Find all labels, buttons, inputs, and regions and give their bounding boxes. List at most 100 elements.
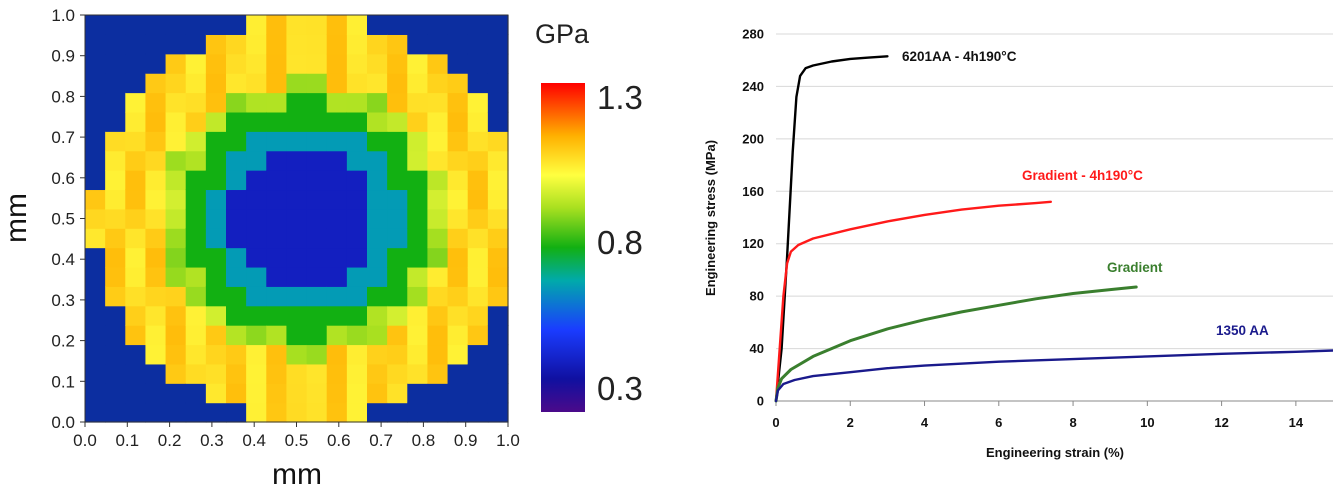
- heatmap-cell: [387, 325, 408, 346]
- heatmap-cell: [467, 383, 489, 404]
- heatmap-cell: [286, 228, 308, 249]
- heatmap-cell: [226, 53, 247, 74]
- heatmap-cell: [326, 15, 348, 35]
- heatmap-cell: [467, 286, 489, 307]
- heatmap-cell: [407, 228, 429, 249]
- heatmap-cell: [205, 34, 227, 55]
- heatmap-cell: [346, 150, 368, 171]
- heatmap-cell: [367, 73, 388, 94]
- heatmap-cell: [286, 208, 308, 229]
- heatmap-cell: [246, 402, 267, 423]
- heatmap-cell: [205, 15, 227, 35]
- tensile-curves-chart: 0 2 4 6 8 10 12 14 0 40 80 120 160 200 240 280 6201AA …: [703, 27, 1333, 460]
- heatmap-cell: [286, 92, 308, 113]
- heatmap-cell: [326, 286, 348, 307]
- heatmap-cell: [105, 73, 126, 94]
- heatmap-cell: [246, 53, 267, 74]
- heatmap-cell: [266, 325, 288, 346]
- colorbar-gradient: [541, 83, 585, 412]
- heatmap-cell: [286, 363, 308, 384]
- heatmap-cell: [487, 402, 509, 423]
- series-label-1350aa: 1350 AA: [1216, 323, 1269, 338]
- heatmap-cell: [85, 131, 106, 152]
- heatmap-cell: [226, 150, 247, 171]
- heatmap-cell: [367, 247, 388, 268]
- heatmap-cell: [165, 325, 187, 346]
- heatmap-cell: [427, 73, 449, 94]
- heatmap-cell: [286, 189, 308, 210]
- heatmap-cell: [165, 266, 187, 287]
- heatmap-cell: [427, 383, 449, 404]
- heatmap-cell: [427, 189, 449, 210]
- heatmap-cell: [286, 53, 308, 74]
- heatmap-cell: [205, 189, 227, 210]
- heatmap-y-tick-label: 0.5: [51, 210, 75, 229]
- heatmap-cell: [306, 131, 328, 152]
- colorbar-tick-max: 1.3: [597, 79, 643, 116]
- heatmap-cell: [407, 92, 429, 113]
- heatmap-y-ticks: 0.0 0.1 0.2 0.3 0.4 0.5 0.6 0.7 0.8 0.9 1.0: [51, 6, 85, 432]
- heatmap-cell: [246, 92, 267, 113]
- heatmap-cell: [226, 189, 247, 210]
- heatmap-cell: [165, 383, 187, 404]
- heatmap-cell: [487, 15, 509, 35]
- heatmap-cell: [205, 73, 227, 94]
- heatmap-cell: [266, 383, 288, 404]
- heatmap-cell: [165, 150, 187, 171]
- heatmap-cell: [286, 383, 308, 404]
- heatmap-cell: [326, 170, 348, 191]
- heatmap-cell: [125, 53, 147, 74]
- tensile-x-tick-label: 0: [772, 415, 779, 430]
- heatmap-cell: [266, 53, 288, 74]
- tensile-y-tick-label: 240: [742, 79, 764, 94]
- heatmap-cell: [266, 73, 288, 94]
- heatmap-cell: [326, 325, 348, 346]
- heatmap-cell: [407, 53, 429, 74]
- heatmap-cell: [387, 305, 408, 326]
- heatmap-cell: [145, 286, 167, 307]
- heatmap-cell: [367, 383, 388, 404]
- tensile-series: [774, 55, 1333, 403]
- heatmap-cell: [487, 92, 509, 113]
- heatmap-cell: [367, 131, 388, 152]
- heatmap-cell: [306, 286, 328, 307]
- heatmap-cell: [387, 92, 408, 113]
- heatmap-cell: [165, 208, 187, 229]
- heatmap-cell: [266, 208, 288, 229]
- heatmap-cell: [286, 286, 308, 307]
- heatmap-cell: [487, 228, 509, 249]
- heatmap-cell: [165, 34, 187, 55]
- heatmap-cell: [145, 247, 167, 268]
- heatmap-cell: [346, 15, 368, 35]
- heatmap-cell: [306, 170, 328, 191]
- heatmap-cell: [387, 131, 408, 152]
- hardness-heatmap: 0.0 0.1 0.2 0.3 0.4 0.5 0.6 0.7 0.8 0.9 1.0 0.0 0.1…: [0, 6, 520, 488]
- heatmap-cell: [165, 111, 187, 132]
- heatmap-cell: [407, 208, 429, 229]
- heatmap-cell: [427, 53, 449, 74]
- heatmap-cell: [85, 325, 106, 346]
- heatmap-cell: [387, 170, 408, 191]
- heatmap-cell: [226, 131, 247, 152]
- heatmap-cell: [85, 344, 106, 365]
- heatmap-cell: [185, 208, 207, 229]
- heatmap-cell: [226, 363, 247, 384]
- heatmap-cell: [346, 92, 368, 113]
- heatmap-cell: [105, 34, 126, 55]
- heatmap-cell: [447, 247, 469, 268]
- heatmap-cell: [447, 228, 469, 249]
- heatmap-cell: [487, 363, 509, 384]
- heatmap-cell: [266, 92, 288, 113]
- heatmap-y-axis-label: mm: [0, 193, 33, 243]
- heatmap-cell: [205, 53, 227, 74]
- heatmap-cell: [306, 73, 328, 94]
- heatmap-cell: [407, 266, 429, 287]
- heatmap-cell: [306, 92, 328, 113]
- heatmap-cell: [346, 73, 368, 94]
- tensile-y-tick-label: 80: [750, 289, 764, 304]
- heatmap-cell: [246, 305, 267, 326]
- heatmap-cell: [326, 208, 348, 229]
- heatmap-cell: [105, 131, 126, 152]
- heatmap-cell: [286, 402, 308, 423]
- heatmap-cell: [125, 34, 147, 55]
